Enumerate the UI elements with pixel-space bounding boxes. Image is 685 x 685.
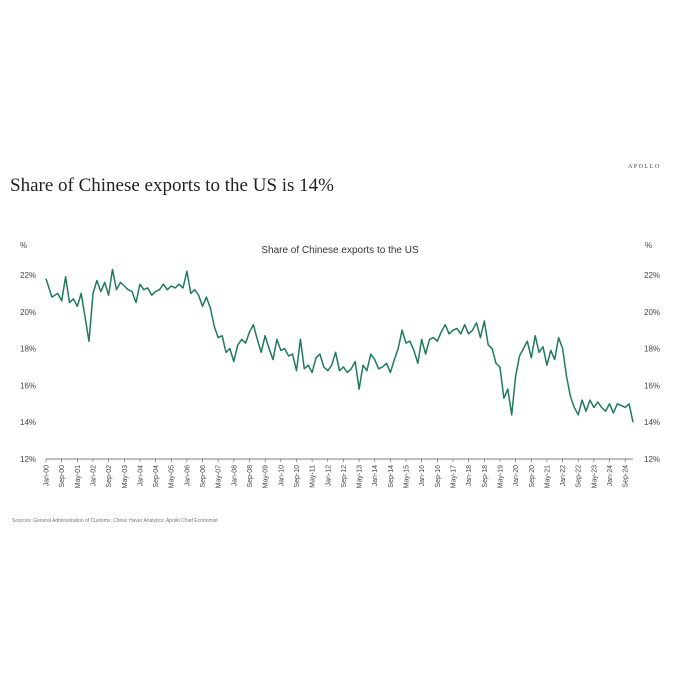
x-tick-label: May-07 [216,465,223,488]
x-tick-label: Sep-06 [200,465,207,488]
x-tick-label: May-13 [357,465,364,488]
x-tick-label: May-19 [497,465,504,488]
x-tick-label: Jan-16 [419,465,426,487]
x-tick-label: Jan-22 [560,465,567,487]
x-tick-label: May-17 [450,465,457,488]
x-tick-label: May-09 [263,465,270,488]
x-tick-label: May-05 [169,465,176,488]
y-tick-right: 18% [644,345,660,354]
source-note: Sources: General Administration of Custo… [12,518,218,524]
x-tick-label: Jan-20 [513,465,520,487]
x-tick-label: Sep-22 [576,465,583,488]
x-tick-label: Sep-02 [106,465,113,488]
x-tick-label: Jan-08 [231,465,238,487]
x-tick-label: Jan-14 [372,465,379,487]
x-tick-label: Jan-02 [90,465,97,487]
y-tick-left: 20% [20,308,36,317]
y-tick-left: 12% [20,455,36,464]
series-line [45,268,634,423]
y-tick-right: 16% [644,381,660,390]
y-tick-left: 14% [20,418,36,427]
y-axis-unit-right: % [645,241,652,250]
x-tick-label: Sep-18 [482,465,489,488]
x-tick-label: Jan-10 [278,465,285,487]
x-tick-label: Sep-20 [529,465,536,488]
x-tick-label: Jan-24 [607,465,614,487]
x-tick-label: Sep-14 [388,465,395,488]
x-tick-label: Jan-12 [325,465,332,487]
y-axis-unit-left: % [20,241,27,250]
y-tick-left: 18% [20,345,36,354]
y-tick-right: 14% [644,418,660,427]
x-tick-label: Jan-00 [44,465,51,487]
x-tick-label: Sep-24 [623,465,630,488]
x-tick-label: May-23 [591,465,598,488]
x-tick-label: Sep-08 [247,465,254,488]
x-tick-label: May-01 [75,465,82,488]
y-tick-right: 20% [644,308,660,317]
x-tick-label: Sep-00 [59,465,66,488]
x-tick-label: Jan-18 [466,465,473,487]
y-tick-right: 22% [644,271,660,280]
page-title: Share of Chinese exports to the US is 14… [10,175,335,196]
x-tick-label: Jan-06 [184,465,191,487]
brand-logo: APOLLO [628,164,661,170]
x-tick-label: Jan-04 [137,465,144,487]
x-tick-label: Sep-16 [435,465,442,488]
x-tick-label: May-21 [544,465,551,488]
x-tick-label: May-03 [122,465,129,488]
x-tick-label: May-15 [404,465,411,488]
x-tick-label: May-11 [310,465,317,488]
chart-title: Share of Chinese exports to the US [261,245,419,256]
y-tick-right: 12% [644,455,660,464]
x-tick-label: Sep-12 [341,465,348,488]
x-tick-label: Sep-04 [153,465,160,488]
y-tick-left: 22% [20,271,36,280]
y-tick-left: 16% [20,381,36,390]
x-tick-label: Sep-10 [294,465,301,488]
